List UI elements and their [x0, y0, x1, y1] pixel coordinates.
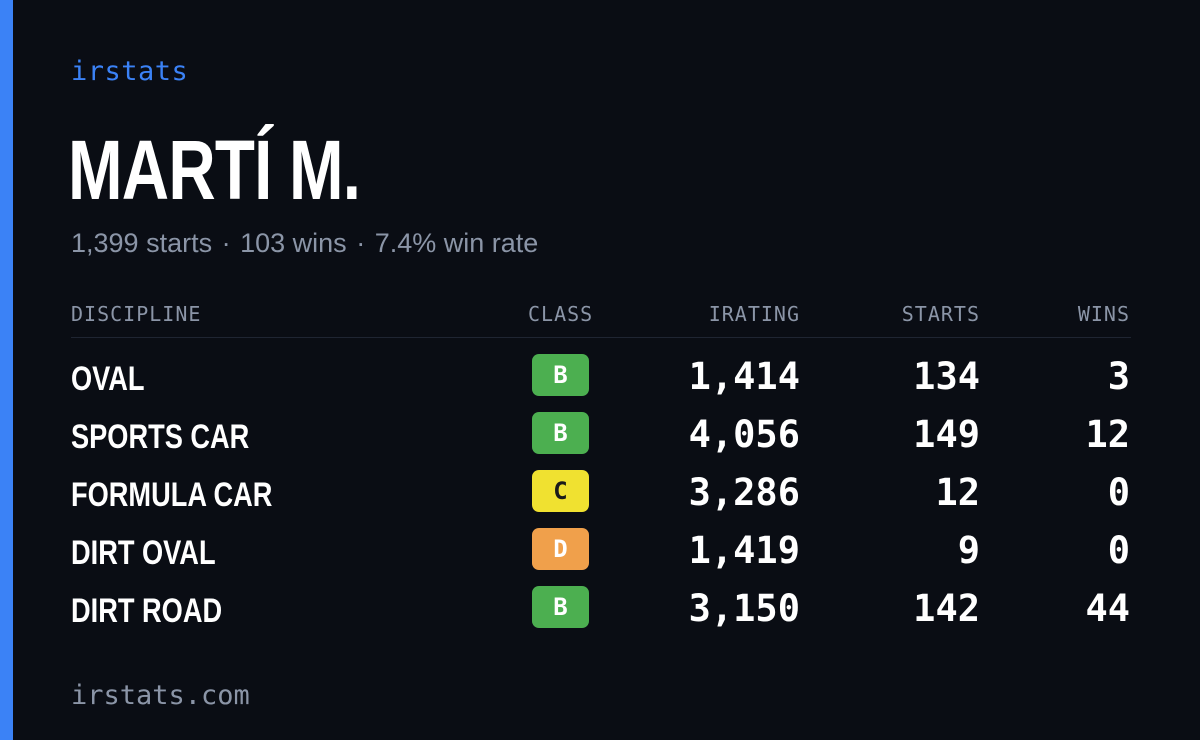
header-divider [71, 337, 1131, 338]
driver-name: MARTÍ M. [68, 123, 361, 217]
irating-cell: 3,286 [688, 471, 800, 514]
header-wins: WINS [1077, 302, 1130, 326]
class-badge: D [532, 528, 589, 570]
class-badge: C [532, 470, 589, 512]
wins-cell: 12 [1085, 413, 1130, 456]
irating-cell: 4,056 [688, 413, 800, 456]
summary-wins: 103 wins [240, 228, 347, 258]
table-row: OVAL B 1,414 134 3 [0, 354, 1200, 412]
brand-logo: irstats [71, 56, 189, 87]
table-row: DIRT OVAL D 1,419 9 0 [0, 528, 1200, 586]
irating-cell: 1,419 [688, 529, 800, 572]
summary-separator: · [356, 228, 366, 258]
class-badge: B [532, 586, 589, 628]
starts-cell: 149 [913, 413, 980, 456]
summary-starts: 1,399 starts [71, 228, 213, 258]
summary-win-rate: 7.4% win rate [374, 228, 539, 258]
discipline-cell: DIRT ROAD [71, 592, 223, 630]
header-class: CLASS [528, 302, 594, 326]
accent-bar [0, 0, 13, 740]
irating-cell: 3,150 [688, 587, 800, 630]
table-row: SPORTS CAR B 4,056 149 12 [0, 412, 1200, 470]
class-badge: B [532, 354, 589, 396]
discipline-cell: SPORTS CAR [71, 418, 250, 456]
starts-cell: 9 [957, 529, 980, 572]
starts-cell: 134 [913, 355, 980, 398]
starts-cell: 12 [935, 471, 980, 514]
wins-cell: 3 [1107, 355, 1130, 398]
header-irating: IRATING [708, 302, 800, 326]
header-starts: STARTS [901, 302, 980, 326]
discipline-cell: OVAL [71, 360, 145, 398]
wins-cell: 44 [1085, 587, 1130, 630]
discipline-cell: FORMULA CAR [71, 476, 273, 514]
wins-cell: 0 [1107, 529, 1130, 572]
class-badge: B [532, 412, 589, 454]
summary-separator: · [221, 228, 231, 258]
career-summary: 1,399 starts · 103 wins · 7.4% win rate [71, 228, 538, 259]
wins-cell: 0 [1107, 471, 1130, 514]
table-row: DIRT ROAD B 3,150 142 44 [0, 586, 1200, 644]
starts-cell: 142 [913, 587, 980, 630]
footer-url[interactable]: irstats.com [71, 680, 250, 711]
header-discipline: DISCIPLINE [71, 302, 202, 326]
irating-cell: 1,414 [688, 355, 800, 398]
table-row: FORMULA CAR C 3,286 12 0 [0, 470, 1200, 528]
discipline-cell: DIRT OVAL [71, 534, 216, 572]
